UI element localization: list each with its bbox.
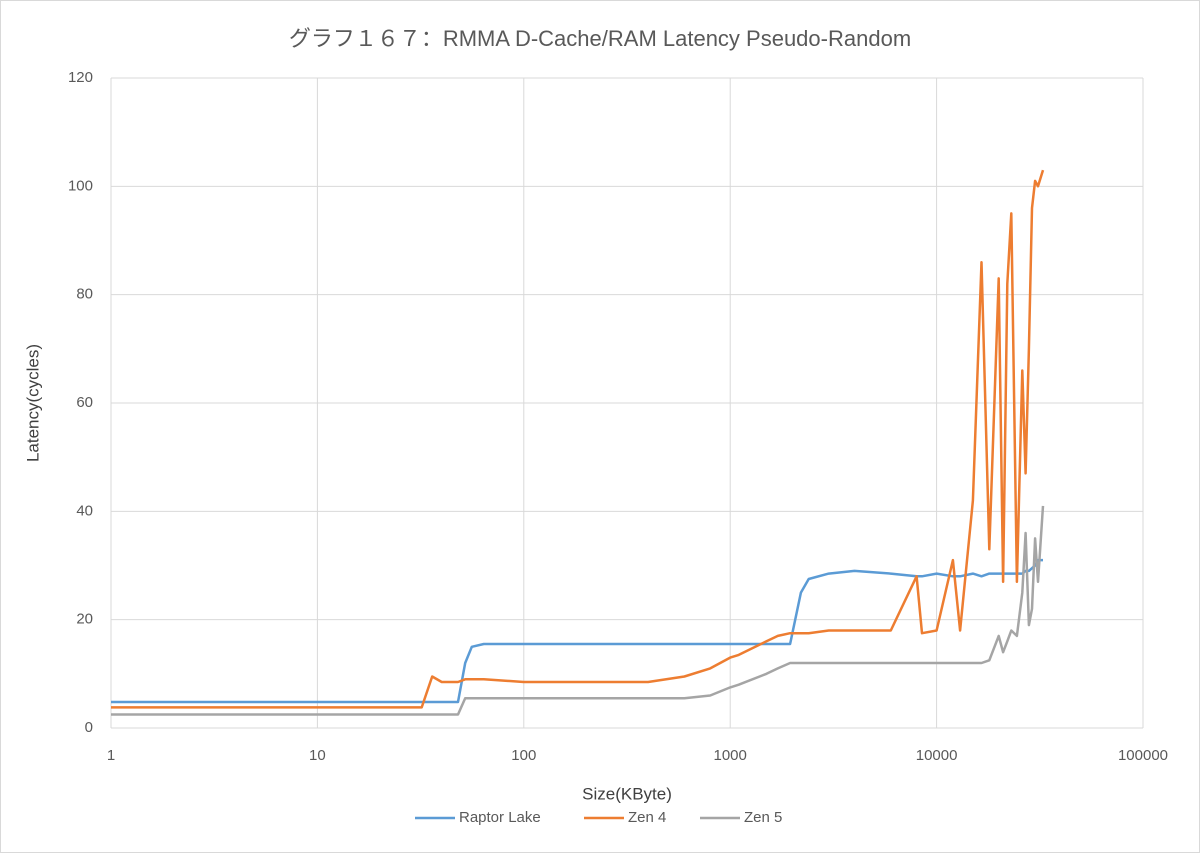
x-tick-label: 10000 [916,747,958,764]
series-line [111,505,1045,716]
x-tick-label: 1000 [714,747,747,764]
x-tick-label: 100 [511,747,536,764]
y-tick-label: 20 [76,611,93,628]
y-tick-label: 120 [68,69,93,86]
chart-title: グラフ１６７：RMMA D-Cache/RAM Latency Pseudo-R… [289,26,911,51]
legend-label: Raptor Lake [459,809,541,826]
x-axis-title: Size(KByte) [582,784,672,803]
y-tick-label: 100 [68,177,93,194]
series-line [111,558,1043,704]
series-line [111,169,1045,709]
y-tick-label: 60 [76,394,93,411]
legend-label: Zen 4 [628,809,666,826]
x-tick-label: 10 [309,747,326,764]
legend-label: Zen 5 [744,809,782,826]
y-tick-label: 40 [76,502,93,519]
y-tick-label: 80 [76,286,93,303]
x-tick-label: 1 [107,747,115,764]
y-axis-title: Latency(cycles) [23,344,42,462]
x-tick-label: 100000 [1118,747,1168,764]
y-tick-label: 0 [85,719,93,736]
